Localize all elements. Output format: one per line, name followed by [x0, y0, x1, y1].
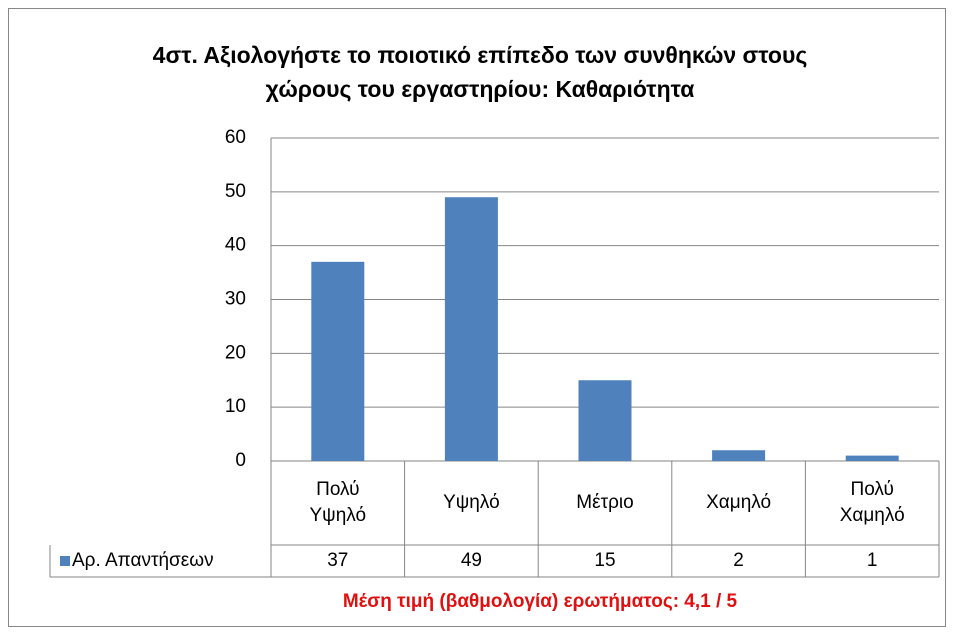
- x-tick-label: Μέτριο: [538, 461, 672, 545]
- chart-frame: [8, 8, 946, 627]
- table-value-text: 49: [460, 550, 482, 571]
- x-tick-label-text: Χαμηλό: [706, 492, 772, 513]
- x-tick-label: Πολύ Χαμηλό: [805, 461, 939, 545]
- y-tick-label: 10: [225, 396, 246, 417]
- y-tick-label: 20: [225, 342, 246, 363]
- x-tick-label-text: Υψηλό: [443, 492, 500, 513]
- y-tick-label: 40: [225, 235, 246, 256]
- bar: [444, 197, 498, 461]
- x-tick-label-text: Πολύ Χαμηλό: [839, 479, 905, 526]
- table-value-text: 37: [327, 550, 349, 571]
- y-tick-label: 50: [225, 181, 246, 202]
- table-value: 49: [405, 545, 539, 577]
- legend-label: Αρ. Απαντήσεων: [72, 545, 269, 577]
- table-value: 1: [805, 545, 939, 577]
- x-tick-label: Υψηλό: [405, 461, 539, 545]
- y-tick-label: 0: [235, 450, 246, 471]
- annotation: Μέση τιμή (βαθμολογία) ερωτήματος: 4,1 /…: [342, 591, 738, 612]
- table-value: 15: [538, 545, 672, 577]
- table-value-text: 2: [733, 550, 744, 571]
- x-tick-label: Πολύ Υψηλό: [271, 461, 405, 545]
- y-tick-label: 60: [225, 127, 246, 148]
- table-value: 2: [672, 545, 806, 577]
- bar: [712, 450, 766, 461]
- legend-key: [60, 556, 70, 566]
- y-tick-label: 30: [225, 289, 246, 310]
- x-tick-label-text: Μέτριο: [576, 492, 634, 513]
- chart-title: 4στ. Αξιολογήστε το ποιοτικό επίπεδο των…: [152, 42, 808, 102]
- x-tick-label-text: Πολύ Υψηλό: [309, 479, 367, 526]
- legend-label-text: Αρ. Απαντήσεων: [72, 550, 214, 571]
- bar: [311, 261, 365, 461]
- bar: [578, 380, 632, 461]
- x-tick-label: Χαμηλό: [672, 461, 806, 545]
- bar: [845, 455, 899, 461]
- table-value-text: 1: [866, 550, 878, 571]
- table-value-text: 15: [594, 550, 616, 571]
- table-value: 37: [271, 545, 405, 577]
